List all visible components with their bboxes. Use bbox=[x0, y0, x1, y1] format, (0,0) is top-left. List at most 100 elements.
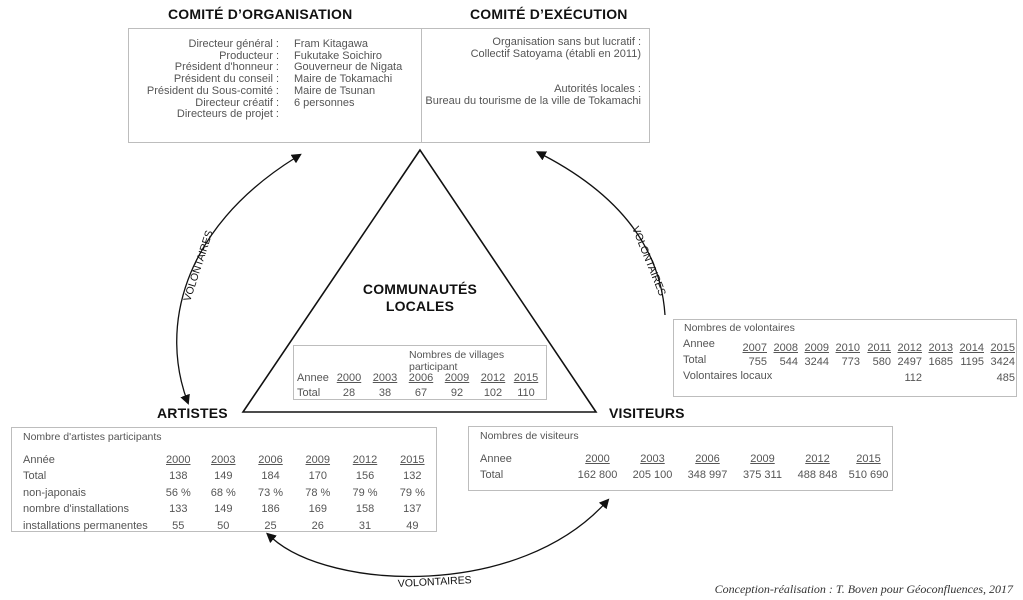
volontaires-row-head: Annee bbox=[683, 338, 715, 350]
volunteers-arrow-bottom bbox=[266, 498, 610, 578]
villages-total-label: Total bbox=[297, 386, 321, 399]
artistes-row-label: Total bbox=[23, 470, 47, 483]
org-value: Maire de Tokamachi bbox=[294, 73, 393, 86]
artistes-row-label: nombre d'installations bbox=[23, 503, 130, 516]
villages-total-cell: 92 bbox=[450, 386, 464, 399]
volontaires-total-label: Total bbox=[683, 354, 707, 366]
artistes-row-label: non-japonais bbox=[23, 486, 86, 499]
villages-total-cell: 102 bbox=[483, 386, 503, 399]
artistes-cell: 149 bbox=[214, 470, 233, 483]
volontaires-year: 2007 bbox=[742, 342, 767, 354]
volontaires-locaux-cell bbox=[829, 370, 860, 386]
volontaires-total-cell: 1195 bbox=[960, 356, 984, 368]
villages-year: 2003 bbox=[372, 371, 398, 384]
artistes-cell: 132 bbox=[403, 470, 422, 483]
organisation-values: Fram Kitagawa Fukutake Soichiro Gouverne… bbox=[294, 38, 402, 109]
artistes-cell: 49 bbox=[406, 519, 419, 532]
visiteurs-year: 2006 bbox=[695, 453, 720, 465]
volontaires-year: 2012 bbox=[897, 342, 922, 354]
org-label: Président du Sous-comité : bbox=[146, 84, 279, 97]
volunteers-label-left: VOLONTAIRES bbox=[181, 229, 215, 303]
villages-year: 2012 bbox=[480, 371, 506, 384]
volontaires-year: 2010 bbox=[835, 342, 860, 354]
heading-artistes: ARTISTES bbox=[157, 405, 228, 421]
artistes-cell: 68 % bbox=[210, 486, 236, 499]
villages-total-cell: 28 bbox=[342, 386, 356, 399]
heading-communautes-line2: LOCALES bbox=[385, 298, 455, 314]
visiteurs-total-label: Total bbox=[480, 469, 504, 481]
artistes-cell: 56 % bbox=[165, 486, 191, 499]
volontaires-locaux-cell bbox=[953, 370, 984, 386]
volontaires-total-cell: 3424 bbox=[990, 356, 1015, 368]
visiteurs-year: 2003 bbox=[640, 453, 665, 465]
visiteurs-table-box: Nombres de visiteurs Annee 2000 2003 200… bbox=[468, 426, 893, 491]
artistes-cell: 184 bbox=[261, 470, 280, 483]
volontaires-year: 2013 bbox=[928, 342, 953, 354]
visiteurs-total-cell: 162 800 bbox=[577, 469, 618, 481]
visiteurs-total-cell: 510 690 bbox=[848, 469, 889, 481]
artistes-cell: 50 bbox=[217, 519, 230, 532]
org-value: Fram Kitagawa bbox=[294, 38, 368, 50]
villages-year: 2000 bbox=[336, 371, 362, 384]
volontaires-title: Nombres de volontaires bbox=[684, 322, 795, 334]
heading-comite-execution: COMITÉ D’EXÉCUTION bbox=[470, 6, 628, 22]
volontaires-locaux-cell bbox=[922, 370, 953, 386]
committees-box: Directeur général : Producteur : Préside… bbox=[128, 28, 650, 143]
villages-row-head: Annee bbox=[297, 371, 329, 384]
volontaires-total-cell: 1685 bbox=[928, 356, 953, 368]
visiteurs-year: 2000 bbox=[585, 453, 610, 465]
artistes-cell: 149 bbox=[214, 503, 233, 516]
volontaires-year: 2008 bbox=[773, 342, 798, 354]
villages-total-cell: 67 bbox=[414, 386, 428, 399]
visiteurs-total-cell: 375 311 bbox=[743, 469, 782, 481]
org-label: Directeur général : bbox=[188, 38, 280, 50]
artistes-row-head: Année bbox=[23, 453, 55, 466]
org-value: Fukutake Soichiro bbox=[294, 49, 383, 62]
visiteurs-row-head: Annee bbox=[480, 453, 512, 465]
artistes-year: 2009 bbox=[305, 453, 331, 466]
execution-block: Organisation sans but lucratif : Collect… bbox=[422, 36, 641, 107]
artistes-table: Année 2000 2003 2006 2009 2012 2015 Tota… bbox=[23, 451, 436, 534]
artistes-year: 2006 bbox=[258, 453, 283, 466]
artistes-cell: 55 bbox=[172, 519, 185, 532]
volontaires-total-cell: 3244 bbox=[804, 356, 829, 368]
volontaires-table: Annee 2007 2008 2009 2010 2011 2012 2013… bbox=[683, 338, 1015, 386]
org-label: Président d'honneur : bbox=[174, 61, 279, 74]
visiteurs-year: 2012 bbox=[805, 453, 830, 465]
artistes-cell: 158 bbox=[355, 503, 375, 516]
volontaires-total-cell: 2497 bbox=[897, 356, 922, 368]
org-label: Président du conseil : bbox=[173, 73, 279, 86]
volontaires-locaux-cell bbox=[798, 370, 829, 386]
volontaires-year: 2014 bbox=[959, 342, 984, 354]
artistes-year: 2003 bbox=[211, 453, 236, 466]
volunteers-label-right: VOLONTAIRES bbox=[629, 225, 668, 298]
volontaires-locaux-cell bbox=[860, 370, 891, 386]
org-value: 6 personnes bbox=[294, 96, 355, 109]
artistes-cell: 138 bbox=[169, 470, 188, 483]
artistes-cell: 73 % bbox=[257, 486, 284, 499]
org-label: Directeurs de projet : bbox=[176, 108, 279, 121]
artistes-cell: 31 bbox=[358, 519, 372, 532]
artistes-cell: 186 bbox=[261, 503, 280, 516]
heading-comite-organisation: COMITÉ D’ORGANISATION bbox=[168, 6, 353, 22]
heading-communautes-locales: COMMUNAUTÉS LOCALES bbox=[340, 281, 500, 315]
artistes-table-box: Nombre d'artistes participants Année 200… bbox=[11, 427, 437, 532]
artistes-cell: 78 % bbox=[305, 486, 331, 499]
villages-year: 2009 bbox=[444, 371, 470, 384]
volunteers-label-bottom: VOLONTAIRES bbox=[398, 574, 472, 590]
villages-table: Annee 2000 2003 2006 2009 2012 2015 Tota… bbox=[297, 370, 541, 400]
villages-table-box: Nombres de villages participant Annee 20… bbox=[293, 345, 547, 400]
artistes-year: 2015 bbox=[400, 453, 425, 466]
artistes-year: 2012 bbox=[352, 453, 378, 466]
org-label: Directeur créatif : bbox=[195, 96, 279, 109]
villages-total-cell: 110 bbox=[517, 386, 535, 399]
artistes-cell: 137 bbox=[403, 503, 422, 516]
heading-visiteurs: VISITEURS bbox=[609, 405, 685, 421]
exec-org-label: Organisation sans but lucratif : bbox=[492, 36, 641, 48]
visiteurs-year: 2009 bbox=[750, 453, 775, 465]
exec-org-value: Collectif Satoyama (établi en 2011) bbox=[470, 48, 641, 60]
villages-title: Nombres de villages participant bbox=[409, 349, 505, 373]
artistes-cell: 26 bbox=[311, 519, 324, 532]
artistes-cell: 156 bbox=[355, 470, 375, 483]
